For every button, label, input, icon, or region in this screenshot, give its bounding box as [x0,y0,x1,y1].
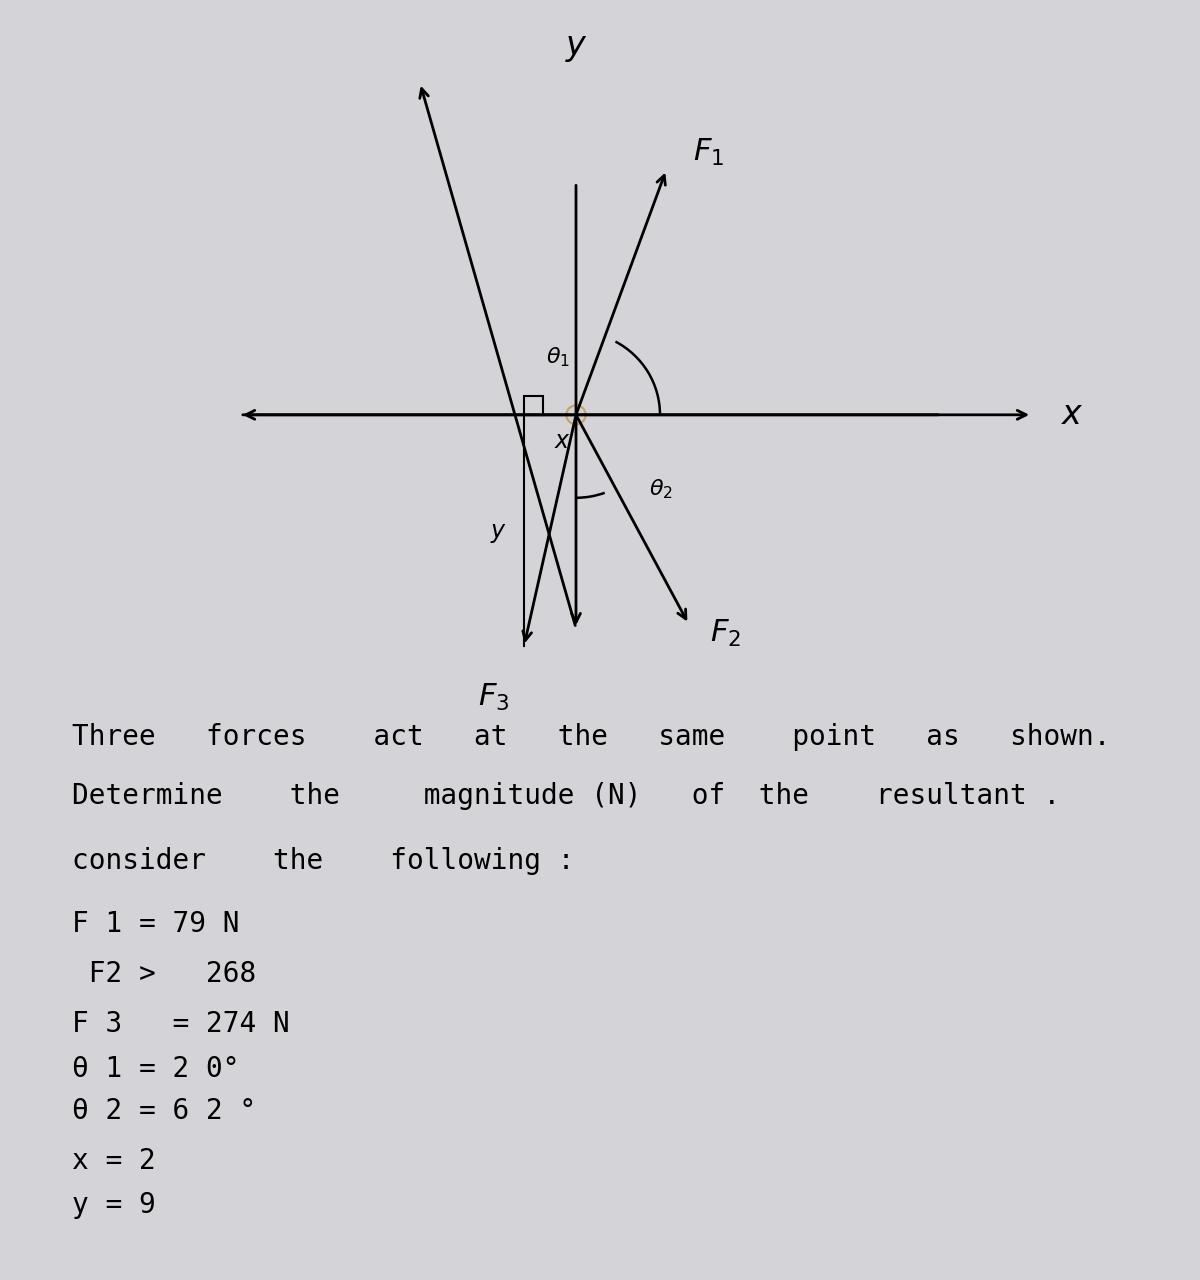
Text: y: y [566,28,586,61]
Text: θ 1 = 2 0°: θ 1 = 2 0° [72,1055,240,1083]
Text: consider    the    following :: consider the following : [72,847,575,876]
Text: $F_2$: $F_2$ [710,618,742,649]
Text: x = 2: x = 2 [72,1147,156,1175]
Text: F 1 = 79 N: F 1 = 79 N [72,910,240,938]
Text: x: x [1062,398,1081,431]
Text: y = 9: y = 9 [72,1192,156,1219]
Text: $\theta_1$: $\theta_1$ [546,344,570,369]
Text: θ 2 = 6 2 °: θ 2 = 6 2 ° [72,1097,257,1125]
Text: y: y [491,518,504,543]
Text: $\theta_2$: $\theta_2$ [649,477,673,500]
Text: x: x [554,429,569,453]
Text: Three   forces    act   at   the   same    point   as   shown.: Three forces act at the same point as sh… [72,723,1110,751]
Text: Determine    the     magnitude (N)   of  the    resultant .: Determine the magnitude (N) of the resul… [72,782,1061,810]
Text: $F_1$: $F_1$ [692,137,724,168]
Text: $F_3$: $F_3$ [479,682,510,713]
Text: F2 >   268: F2 > 268 [72,960,257,988]
Text: F 3   = 274 N: F 3 = 274 N [72,1010,289,1038]
